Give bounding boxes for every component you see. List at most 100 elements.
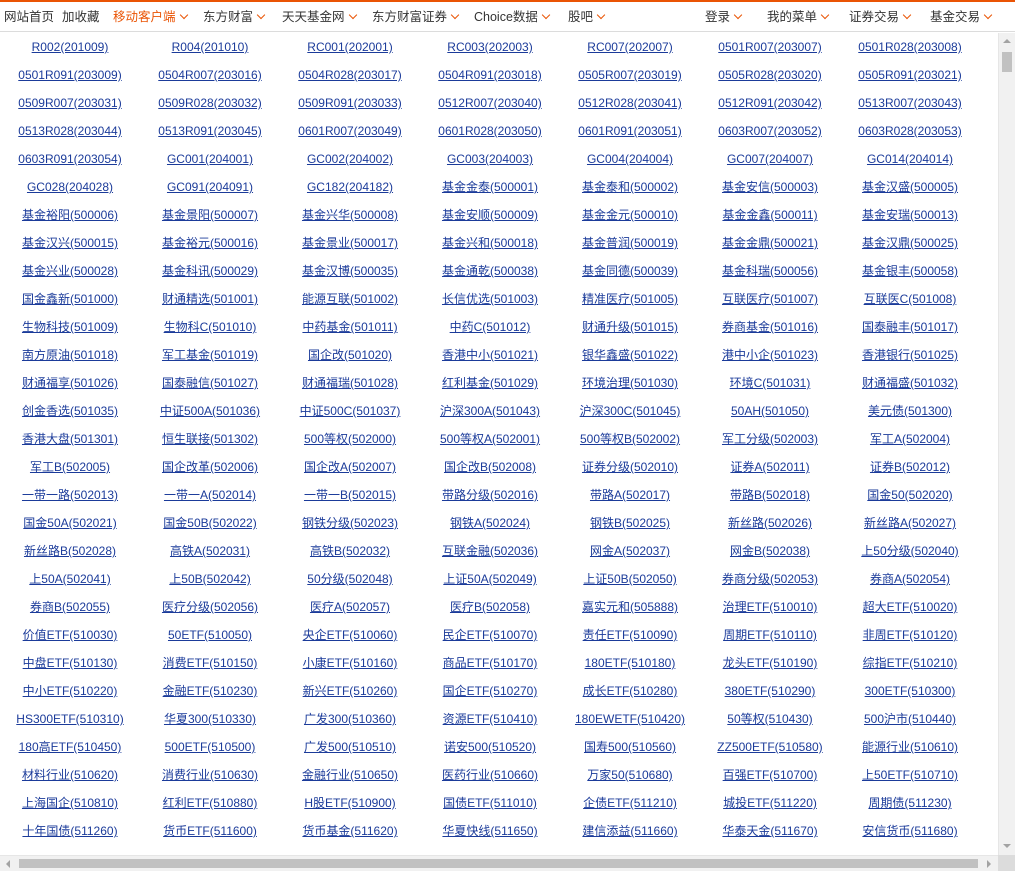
fund-link[interactable]: GC028(204028) [26, 180, 114, 194]
fund-link[interactable]: 高铁B(502032) [309, 544, 391, 558]
fund-link[interactable]: RC003(202003) [447, 40, 533, 54]
fund-link[interactable]: 基金汉盛(500005) [861, 180, 959, 194]
fund-link[interactable]: 金融行业(510650) [301, 768, 399, 782]
fund-link[interactable]: 医疗B(502058) [449, 600, 531, 614]
fund-link[interactable]: 0601R091(203051) [578, 124, 682, 138]
nav-right-item-3[interactable]: 基金交易 [930, 2, 993, 32]
fund-link[interactable]: 财通升级(501015) [581, 320, 679, 334]
fund-link[interactable]: 消费ETF(510150) [162, 656, 258, 670]
fund-link[interactable]: 国泰融丰(501017) [861, 320, 959, 334]
fund-link[interactable]: 综指ETF(510210) [862, 656, 958, 670]
fund-link[interactable]: 货币ETF(511600) [163, 824, 257, 838]
fund-link[interactable]: 环境治理(501030) [581, 376, 679, 390]
fund-link[interactable]: 证券分级(502010) [581, 460, 679, 474]
fund-link[interactable]: 互联金融(502036) [441, 544, 539, 558]
fund-link[interactable]: 环境C(501031) [729, 376, 811, 390]
fund-link[interactable]: 500沪市(510440) [863, 712, 957, 726]
nav-right-item-2[interactable]: 证券交易 [849, 2, 912, 32]
fund-link[interactable]: 钢铁分级(502023) [301, 516, 399, 530]
fund-link[interactable]: 0504R007(203016) [158, 68, 262, 82]
fund-link[interactable]: 财通福瑞(501028) [301, 376, 399, 390]
fund-link[interactable]: 生物科技(501009) [21, 320, 119, 334]
fund-link[interactable]: 基金科讯(500029) [161, 264, 259, 278]
fund-link[interactable]: 一带一路(502013) [21, 488, 119, 502]
fund-link[interactable]: 中证500C(501037) [299, 404, 401, 418]
fund-link[interactable]: 国企ETF(510270) [442, 684, 538, 698]
fund-link[interactable]: 50等权(510430) [727, 712, 813, 726]
fund-link[interactable]: 华泰天金(511670) [722, 824, 818, 838]
fund-link[interactable]: GC007(204007) [726, 152, 814, 166]
fund-link[interactable]: 基金景阳(500007) [161, 208, 259, 222]
fund-link[interactable]: 百强ETF(510700) [722, 768, 818, 782]
fund-link[interactable]: 0603R007(203052) [718, 124, 822, 138]
fund-link[interactable]: 0509R007(203031) [18, 96, 122, 110]
fund-link[interactable]: 安信货币(511680) [862, 824, 958, 838]
fund-link[interactable]: 建信添益(511660) [582, 824, 678, 838]
fund-link[interactable]: GC091(204091) [166, 180, 254, 194]
fund-link[interactable]: 0509R028(203032) [158, 96, 262, 110]
fund-link[interactable]: 网金B(502038) [729, 544, 811, 558]
fund-link[interactable]: 基金汉兴(500015) [21, 236, 119, 250]
fund-link[interactable]: 货币基金(511620) [302, 824, 398, 838]
fund-link[interactable]: 高铁A(502031) [169, 544, 251, 558]
fund-link[interactable]: 消费行业(510630) [161, 768, 259, 782]
fund-link[interactable]: 基金汉鼎(500025) [861, 236, 959, 250]
fund-link[interactable]: 企债ETF(511210) [583, 796, 677, 810]
fund-link[interactable]: 0513R091(203045) [158, 124, 262, 138]
fund-link[interactable]: 银华鑫盛(501022) [581, 348, 679, 362]
fund-link[interactable]: 龙头ETF(510190) [722, 656, 818, 670]
fund-link[interactable]: 证券B(502012) [869, 460, 951, 474]
fund-link[interactable]: 南方原油(501018) [21, 348, 119, 362]
fund-link[interactable]: 国泰融信(501027) [161, 376, 259, 390]
nav-right-item-0[interactable]: 登录 [705, 2, 743, 32]
fund-link[interactable]: 基金金泰(500001) [441, 180, 539, 194]
fund-link[interactable]: 新兴ETF(510260) [302, 684, 398, 698]
fund-link[interactable]: 基金泰和(500002) [581, 180, 679, 194]
fund-link[interactable]: 华夏300(510330) [163, 712, 257, 726]
fund-link[interactable]: 治理ETF(510010) [722, 600, 818, 614]
fund-link[interactable]: 0501R091(203009) [18, 68, 122, 82]
fund-link[interactable]: ZZ500ETF(510580) [717, 740, 823, 754]
fund-link[interactable]: 券商分级(502053) [721, 572, 819, 586]
fund-link[interactable]: 生物科C(501010) [163, 320, 257, 334]
fund-link[interactable]: 基金金鑫(500011) [722, 208, 818, 222]
fund-link[interactable]: 国企改B(502008) [443, 460, 537, 474]
nav-left-item-7[interactable]: 股吧 [568, 2, 606, 32]
fund-link[interactable]: 基金裕元(500016) [161, 236, 259, 250]
fund-link[interactable]: H股ETF(510900) [304, 796, 396, 810]
fund-link[interactable]: GC002(204002) [306, 152, 394, 166]
fund-link[interactable]: 券商基金(501016) [721, 320, 819, 334]
fund-link[interactable]: 基金安顺(500009) [441, 208, 539, 222]
fund-link[interactable]: 小康ETF(510160) [302, 656, 398, 670]
fund-link[interactable]: 国企改革(502006) [161, 460, 259, 474]
fund-link[interactable]: 互联医疗(501007) [721, 292, 819, 306]
vertical-scroll-thumb[interactable] [1002, 52, 1012, 72]
fund-link[interactable]: 新丝路A(502027) [863, 516, 957, 530]
fund-link[interactable]: 基金安瑞(500013) [861, 208, 959, 222]
scroll-left-arrow-icon[interactable] [0, 856, 17, 872]
fund-link[interactable]: 军工A(502004) [869, 432, 951, 446]
fund-link[interactable]: 上证50B(502050) [583, 572, 677, 586]
fund-link[interactable]: 国金50B(502022) [163, 516, 257, 530]
fund-link[interactable]: 恒生联接(501302) [161, 432, 259, 446]
fund-link[interactable]: 互联医C(501008) [863, 292, 957, 306]
fund-link[interactable]: 超大ETF(510020) [862, 600, 958, 614]
fund-link[interactable]: 50AH(501050) [730, 404, 810, 418]
fund-link[interactable]: 商品ETF(510170) [442, 656, 538, 670]
fund-link[interactable]: 380ETF(510290) [724, 684, 816, 698]
fund-link[interactable]: 中药C(501012) [449, 320, 531, 334]
fund-link[interactable]: 沪深300A(501043) [439, 404, 541, 418]
fund-link[interactable]: R002(201009) [31, 40, 109, 54]
fund-link[interactable]: 国企改(501020) [307, 348, 393, 362]
fund-link[interactable]: 国寿500(510560) [583, 740, 677, 754]
fund-link[interactable]: 基金科瑞(500056) [721, 264, 819, 278]
fund-link[interactable]: 国债ETF(511010) [443, 796, 537, 810]
fund-link[interactable]: 0513R028(203044) [18, 124, 122, 138]
fund-link[interactable]: 0504R028(203017) [298, 68, 402, 82]
fund-link[interactable]: 钢铁A(502024) [449, 516, 531, 530]
fund-link[interactable]: 券商B(502055) [29, 600, 111, 614]
fund-link[interactable]: 国企改A(502007) [303, 460, 397, 474]
fund-link[interactable]: 基金同德(500039) [581, 264, 679, 278]
fund-link[interactable]: 嘉实元和(505888) [581, 600, 679, 614]
nav-right-item-1[interactable]: 我的菜单 [767, 2, 830, 32]
